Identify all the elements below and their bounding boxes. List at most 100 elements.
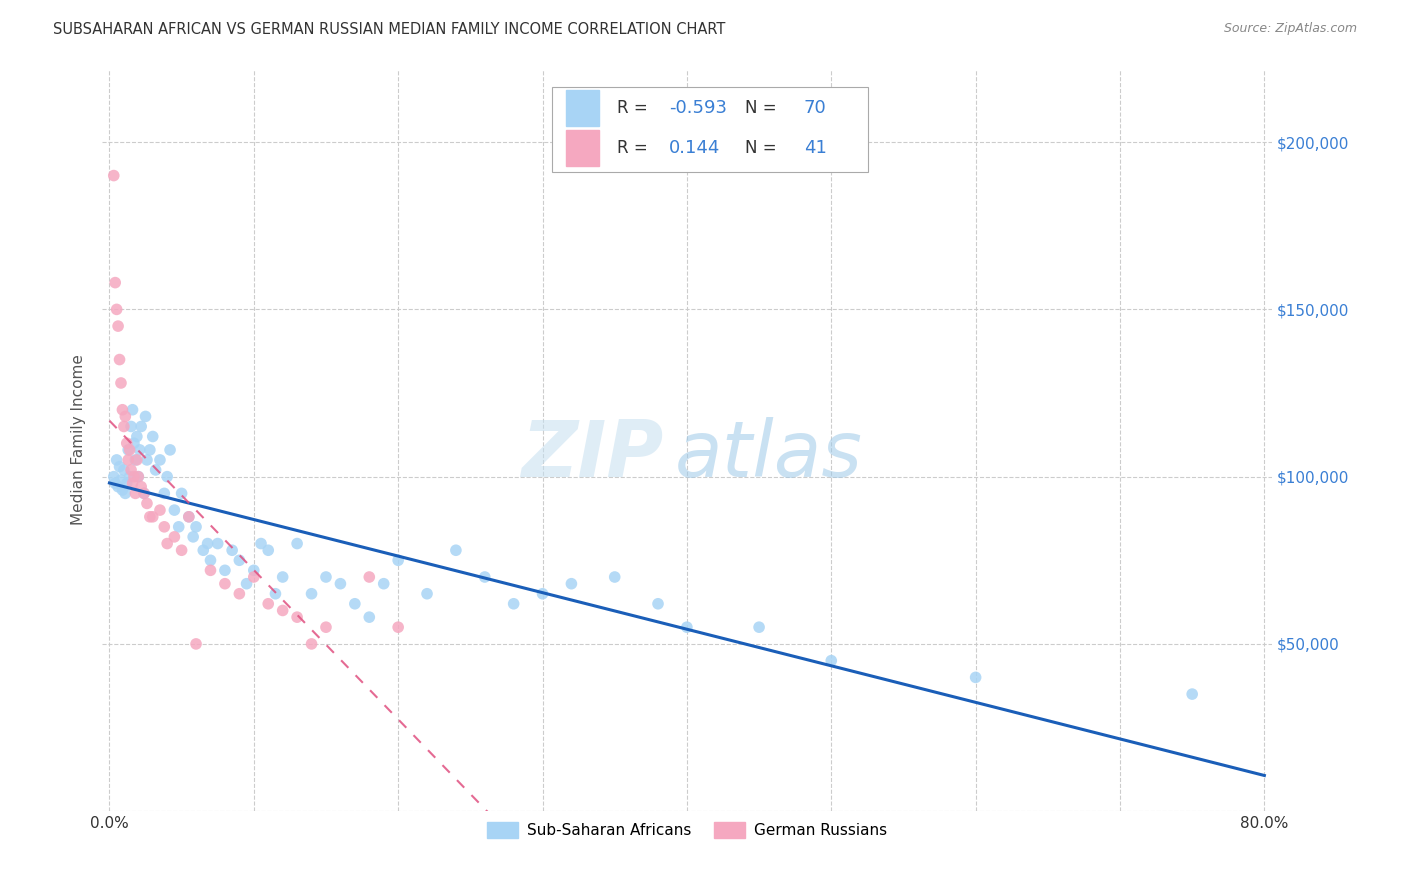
Point: [120, 419, 142, 434]
Text: 70: 70: [804, 99, 827, 117]
Point: [820, 654, 842, 668]
Point: [142, 429, 165, 443]
Point: [177, 509, 200, 524]
Point: [115, 476, 138, 491]
Point: [139, 442, 162, 457]
Point: [373, 576, 395, 591]
Point: [135, 409, 157, 424]
Point: [257, 597, 280, 611]
Point: [117, 442, 139, 457]
Point: [114, 409, 136, 424]
Point: [163, 503, 186, 517]
Text: R =: R =: [617, 99, 652, 117]
Point: [124, 453, 146, 467]
Y-axis label: Median Family Income: Median Family Income: [72, 354, 86, 525]
Point: [104, 276, 127, 290]
Text: N =: N =: [745, 139, 782, 157]
Point: [103, 169, 125, 183]
Point: [118, 442, 141, 457]
Point: [167, 520, 190, 534]
Point: [156, 469, 179, 483]
Point: [129, 480, 152, 494]
Point: [257, 543, 280, 558]
Point: [502, 597, 524, 611]
Point: [200, 553, 222, 567]
Point: [105, 302, 128, 317]
Point: [103, 469, 125, 483]
Point: [531, 587, 554, 601]
Point: [105, 453, 128, 467]
Point: [359, 570, 381, 584]
Point: [127, 469, 149, 483]
Point: [132, 486, 155, 500]
Point: [122, 469, 145, 483]
Point: [159, 442, 181, 457]
Point: [444, 543, 467, 558]
Point: [387, 553, 409, 567]
Point: [315, 570, 337, 584]
Point: [111, 483, 134, 497]
Point: [221, 543, 243, 558]
Point: [214, 576, 236, 591]
Point: [177, 509, 200, 524]
Point: [129, 419, 152, 434]
Point: [127, 469, 149, 483]
Point: [315, 620, 337, 634]
Point: [271, 603, 294, 617]
Point: [104, 476, 127, 491]
Point: [181, 530, 204, 544]
Point: [115, 436, 138, 450]
Point: [301, 637, 323, 651]
Point: [145, 463, 167, 477]
Point: [149, 503, 172, 517]
Bar: [567, 130, 599, 166]
Point: [1181, 687, 1204, 701]
Point: [112, 463, 135, 477]
Point: [156, 536, 179, 550]
Text: 41: 41: [804, 139, 827, 157]
Point: [139, 509, 162, 524]
Text: atlas: atlas: [675, 417, 863, 492]
Point: [124, 486, 146, 500]
Point: [264, 587, 287, 601]
Point: [184, 637, 207, 651]
Point: [122, 436, 145, 450]
Point: [748, 620, 770, 634]
Point: [214, 563, 236, 577]
Point: [387, 620, 409, 634]
Point: [163, 530, 186, 544]
Point: [107, 480, 129, 494]
Text: Source: ZipAtlas.com: Source: ZipAtlas.com: [1223, 22, 1357, 36]
Point: [110, 473, 132, 487]
Point: [108, 459, 131, 474]
Point: [125, 453, 148, 467]
Point: [153, 520, 176, 534]
Text: ZIP: ZIP: [522, 417, 664, 492]
Point: [114, 486, 136, 500]
Text: SUBSAHARAN AFRICAN VS GERMAN RUSSIAN MEDIAN FAMILY INCOME CORRELATION CHART: SUBSAHARAN AFRICAN VS GERMAN RUSSIAN MED…: [53, 22, 725, 37]
Point: [184, 520, 207, 534]
Point: [153, 486, 176, 500]
Point: [120, 463, 142, 477]
Point: [416, 587, 439, 601]
Point: [112, 419, 135, 434]
Point: [136, 496, 159, 510]
Point: [301, 587, 323, 601]
Point: [125, 429, 148, 443]
Point: [117, 453, 139, 467]
Point: [965, 670, 987, 684]
Point: [118, 469, 141, 483]
Point: [128, 442, 150, 457]
Point: [235, 576, 257, 591]
Point: [285, 536, 308, 550]
Point: [207, 536, 229, 550]
Bar: [567, 90, 599, 126]
Point: [136, 453, 159, 467]
Point: [243, 570, 266, 584]
Point: [110, 376, 132, 390]
Point: [474, 570, 496, 584]
Point: [197, 536, 219, 550]
Legend: Sub-Saharan Africans, German Russians: Sub-Saharan Africans, German Russians: [481, 816, 893, 845]
Point: [271, 570, 294, 584]
Point: [193, 543, 215, 558]
